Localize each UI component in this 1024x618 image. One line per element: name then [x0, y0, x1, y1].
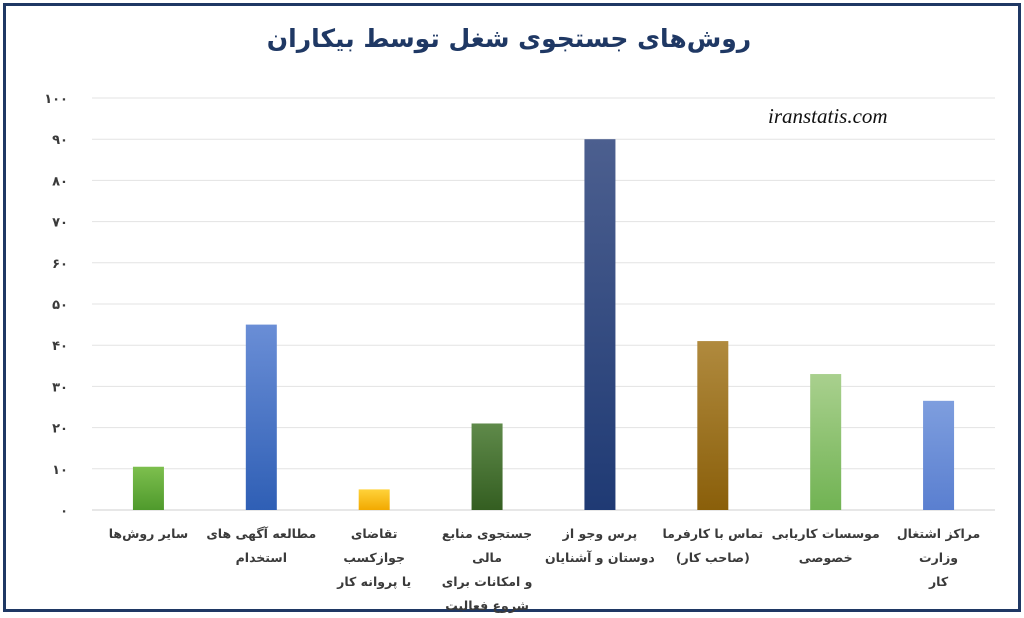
bar [810, 374, 842, 510]
x-tick-label: موسسات کاریابی خصوصی [771, 526, 880, 565]
bar [584, 139, 616, 510]
y-tick-label: ٠ [60, 504, 68, 519]
x-tick-label: مطالعه آگهی های استخدام [206, 526, 317, 565]
y-tick-label: ۵٠ [52, 298, 68, 313]
y-tick-label: ٣٠ [52, 380, 68, 395]
y-tick-label: ١٠٠ [44, 92, 68, 107]
bar [471, 423, 503, 510]
x-tick-label: مراکز اشتغال وزارت کار [896, 526, 981, 589]
bar [132, 466, 164, 510]
y-tick-label: ٨٠ [52, 174, 68, 189]
y-tick-label: ١٠ [52, 463, 68, 478]
x-tick-label: تماس با کارفرما (صاحب کار) [662, 526, 764, 565]
y-tick-label: ۶٠ [52, 257, 68, 272]
x-tick-label: سایر روش‌ها [108, 526, 189, 541]
y-tick-label: ٢٠ [52, 422, 68, 437]
bar [923, 400, 955, 510]
chart-title: روش‌های جستجوی شغل توسط بیکاران [266, 24, 752, 53]
bar [358, 489, 390, 510]
x-tick-label: پرس وجو از دوستان و آشنایان [545, 526, 655, 565]
x-tick-label: تقاضای جوازکسب یا پروانه کار [337, 526, 412, 589]
bar [697, 341, 729, 510]
y-tick-label: ۴٠ [52, 339, 68, 354]
x-tick-label: جستجوی منابع مالی و امکانات برای شروع فع… [441, 526, 533, 613]
bar [245, 324, 277, 510]
y-tick-label: ٩٠ [52, 133, 68, 148]
y-tick-label: ٧٠ [52, 216, 68, 231]
watermark: iranstatis.com [768, 104, 888, 128]
